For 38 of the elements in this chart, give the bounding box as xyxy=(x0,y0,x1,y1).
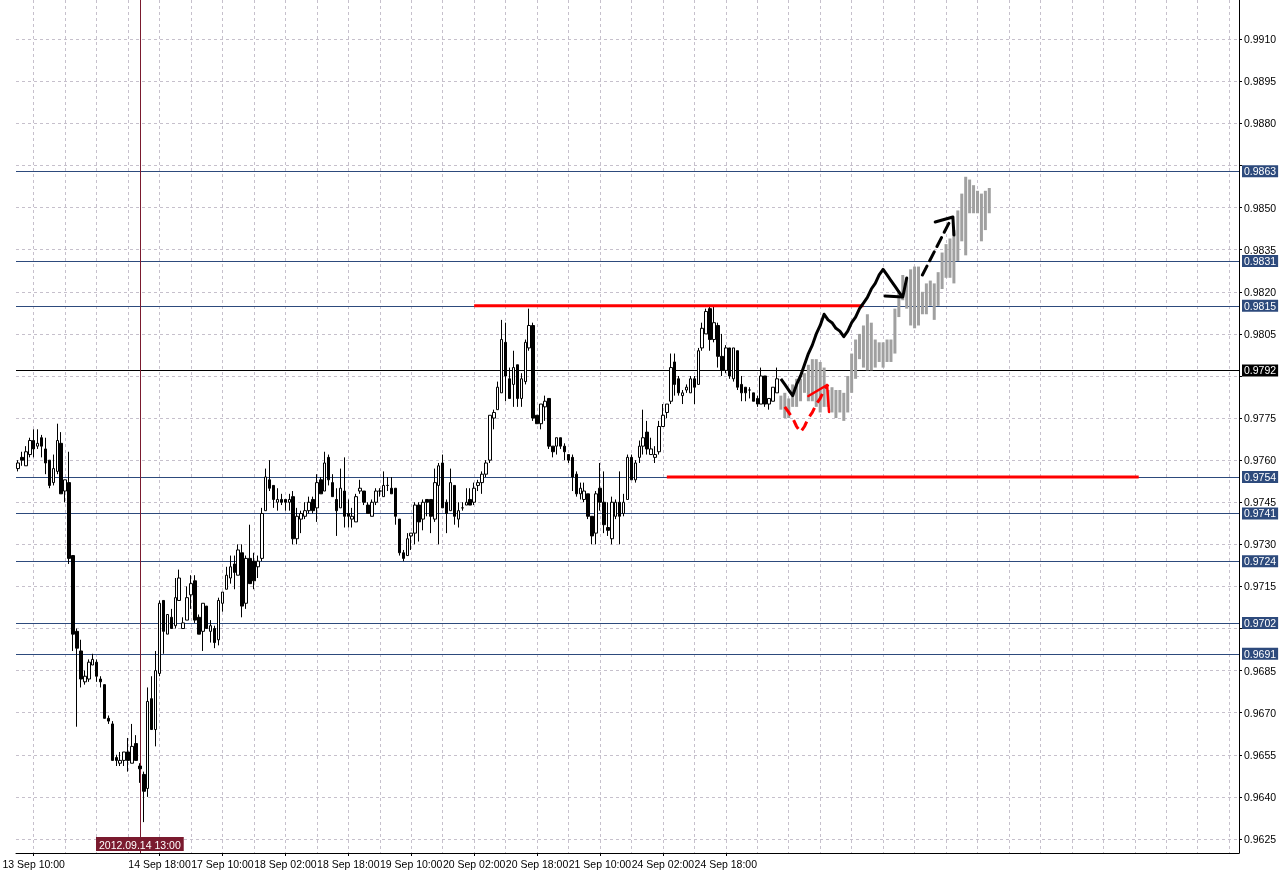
y-tick-label: 0.9715 xyxy=(1244,580,1277,593)
y-tick-label: 0.9880 xyxy=(1244,117,1277,130)
ref-line-label: 0.9815 xyxy=(1244,299,1277,312)
x-tick-label: 14 Sep 18:00 xyxy=(128,857,191,870)
x-tick-label: 21 Sep 10:00 xyxy=(568,857,632,870)
x-tick-label: 18 Sep 18:00 xyxy=(317,857,380,870)
y-tick-label: 0.9730 xyxy=(1244,538,1277,551)
x-tick-label: 13 Sep 10:00 xyxy=(2,857,66,870)
ref-line-label: 0.9724 xyxy=(1244,555,1277,568)
y-tick-label: 0.9655 xyxy=(1244,748,1277,761)
y-tick-label: 0.9685 xyxy=(1244,664,1277,677)
x-tick-label: 20 Sep 02:00 xyxy=(442,857,506,870)
y-tick-label: 0.9760 xyxy=(1244,454,1277,467)
ref-line-label: 0.9831 xyxy=(1244,254,1277,267)
x-tick-label: 2012.09.14 13:00 xyxy=(99,838,181,851)
y-tick-label: 0.9775 xyxy=(1244,412,1277,425)
ref-line-label: 0.9741 xyxy=(1244,507,1277,520)
ref-line-label: 0.9754 xyxy=(1244,471,1277,484)
ref-line-label: 0.9702 xyxy=(1244,616,1277,629)
y-tick-label: 0.9850 xyxy=(1244,201,1277,214)
y-tick-label: 0.9820 xyxy=(1244,285,1277,298)
y-tick-label: 0.9670 xyxy=(1244,706,1277,719)
x-tick-label: 17 Sep 10:00 xyxy=(191,857,254,870)
y-tick-label: 0.9640 xyxy=(1244,790,1277,803)
ref-line-label: 0.9792 xyxy=(1244,364,1277,377)
x-tick-label: 19 Sep 10:00 xyxy=(379,857,443,870)
y-tick-label: 0.9805 xyxy=(1244,327,1277,340)
y-tick-label: 0.9625 xyxy=(1244,832,1277,845)
y-tick-label: 0.9835 xyxy=(1244,243,1277,256)
ref-line-label: 0.9863 xyxy=(1244,165,1277,178)
x-tick-label: 24 Sep 02:00 xyxy=(631,857,695,870)
y-tick-label: 0.9895 xyxy=(1244,75,1277,88)
x-tick-label: 20 Sep 18:00 xyxy=(505,857,569,870)
ref-line-label: 0.9691 xyxy=(1244,647,1277,660)
y-tick-label: 0.9745 xyxy=(1244,496,1277,509)
x-tick-label: 18 Sep 02:00 xyxy=(254,857,317,870)
y-tick-label: 0.9910 xyxy=(1244,33,1277,46)
x-tick-label: 24 Sep 18:00 xyxy=(694,857,758,870)
